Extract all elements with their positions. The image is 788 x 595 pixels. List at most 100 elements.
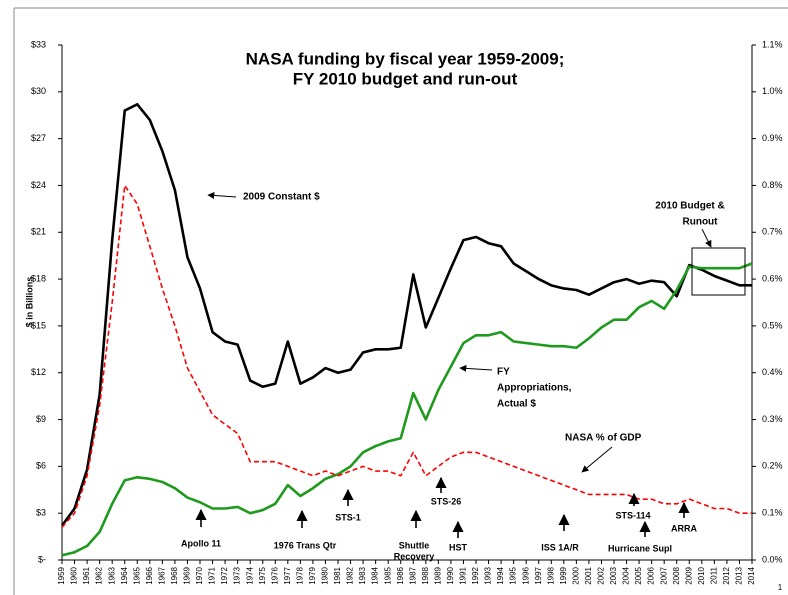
x-tick-label: 1974 (245, 566, 254, 584)
x-tick-label: 1979 (308, 566, 317, 584)
chart-title: FY 2010 budget and run-out (293, 69, 518, 88)
y-tick-label: $9 (36, 414, 46, 424)
budget-box (691, 247, 746, 296)
x-tick-label: 1992 (471, 566, 480, 584)
series-line (61, 184, 752, 528)
x-tick-label: 1999 (559, 566, 568, 584)
x-tick-label: 1970 (195, 566, 204, 584)
x-tick-label: 1981 (333, 566, 342, 584)
y2-tick-label: 0.1% (762, 508, 783, 518)
x-tick-label: 1987 (408, 566, 417, 584)
y2-tick-label: 0.9% (762, 133, 783, 143)
annotation-arrow (701, 228, 712, 248)
y-tick-label: $18 (31, 273, 46, 283)
x-tick-label: 1959 (57, 566, 66, 584)
x-tick-label: 2011 (709, 566, 718, 584)
x-tick-label: 1994 (496, 566, 505, 584)
series-line (61, 262, 753, 557)
annotation: Hurricane Supl (608, 543, 672, 553)
x-tick-label: 1985 (383, 566, 392, 584)
y2-tick-label: 1.0% (762, 86, 783, 96)
x-tick-label: 1967 (157, 566, 166, 584)
annotation: HST (449, 542, 468, 552)
x-tick-label: 1982 (346, 566, 355, 584)
x-tick-label: 2004 (622, 566, 631, 584)
y2-tick-label: 0.4% (762, 367, 783, 377)
y-tick-label: $3 (36, 508, 46, 518)
annotation: STS-26 (431, 496, 462, 506)
y2-tick-label: 0.7% (762, 227, 783, 237)
x-tick-label: 1990 (446, 566, 455, 584)
x-tick-label: 1968 (170, 566, 179, 584)
y2-tick-label: 0.2% (762, 461, 783, 471)
x-tick-label: 2001 (584, 566, 593, 584)
x-tick-label: 1984 (371, 566, 380, 584)
x-tick-label: 1998 (546, 566, 555, 584)
annotation: 2009 Constant $ (243, 192, 320, 203)
y2-tick-label: 0.0% (762, 554, 783, 564)
y-tick-label: $30 (31, 86, 46, 96)
x-tick-label: 1969 (183, 566, 192, 584)
x-tick-label: 1988 (421, 566, 430, 584)
x-tick-label: 1976 (270, 566, 279, 584)
x-tick-label: 2002 (597, 566, 606, 584)
x-tick-label: 1964 (120, 566, 129, 584)
y-tick-label: $24 (31, 180, 46, 190)
annotation: Recovery (394, 551, 435, 561)
annotation: ISS 1A/R (541, 542, 579, 552)
chart-title: NASA funding by fiscal year 1959-2009; (246, 49, 565, 68)
y2-tick-label: 0.5% (762, 320, 783, 330)
x-tick-label: 1983 (358, 566, 367, 584)
y2-tick-label: 0.8% (762, 180, 783, 190)
x-tick-label: 2009 (684, 566, 693, 584)
x-tick-label: 1975 (258, 566, 267, 584)
annotation: Actual $ (497, 399, 536, 410)
annotation: 1976 Trans Qtr (274, 540, 337, 550)
x-tick-label: 1997 (534, 566, 543, 584)
x-tick-label: 2014 (747, 566, 756, 584)
y2-tick-label: 0.3% (762, 414, 783, 424)
x-tick-label: 1961 (82, 566, 91, 584)
x-tick-label: 2000 (571, 566, 580, 584)
annotation: 2010 Budget & (655, 201, 724, 212)
x-tick-label: 1963 (107, 566, 116, 584)
x-tick-label: 2012 (722, 566, 731, 584)
x-tick-label: 1986 (396, 566, 405, 584)
x-tick-label: 1991 (459, 566, 468, 584)
y2-tick-label: 0.6% (762, 273, 783, 283)
annotation-arrow (459, 364, 493, 372)
y-tick-label: $15 (31, 320, 46, 330)
annotation: Apollo 11 (181, 538, 221, 548)
annotation: Shuttle (399, 540, 430, 550)
x-tick-label: 1995 (509, 566, 518, 584)
x-tick-label: 1977 (283, 566, 292, 584)
annotation: Runout (683, 217, 719, 228)
x-tick-label: 1971 (208, 566, 217, 584)
y-tick-label: $21 (31, 227, 46, 237)
x-tick-label: 2003 (609, 566, 618, 584)
annotation: Appropriations, (497, 383, 572, 394)
x-tick-label: 1996 (521, 566, 530, 584)
y-tick-label: $27 (31, 133, 46, 143)
x-tick-label: 2013 (735, 566, 744, 584)
annotation: STS-114 (615, 510, 650, 520)
y-tick-label: $- (38, 554, 46, 564)
annotation-arrow (581, 446, 613, 473)
y-tick-label: $12 (31, 367, 46, 377)
x-tick-label: 1965 (132, 566, 141, 584)
x-tick-label: 1960 (70, 566, 79, 584)
annotation: ARRA (671, 523, 697, 533)
annotation: STS-1 (335, 512, 361, 522)
x-tick-label: 1993 (484, 566, 493, 584)
page-number: 1 (778, 583, 783, 592)
y2-tick-label: 1.1% (762, 39, 783, 49)
x-tick-label: 2006 (647, 566, 656, 584)
x-tick-label: 2007 (659, 566, 668, 584)
x-tick-label: 1980 (321, 566, 330, 584)
y-axis-label: $ in Billions (24, 277, 34, 328)
x-tick-label: 1978 (295, 566, 304, 584)
x-tick-label: 1962 (95, 566, 104, 584)
y-tick-label: $33 (31, 39, 46, 49)
x-tick-label: 2010 (697, 566, 706, 584)
